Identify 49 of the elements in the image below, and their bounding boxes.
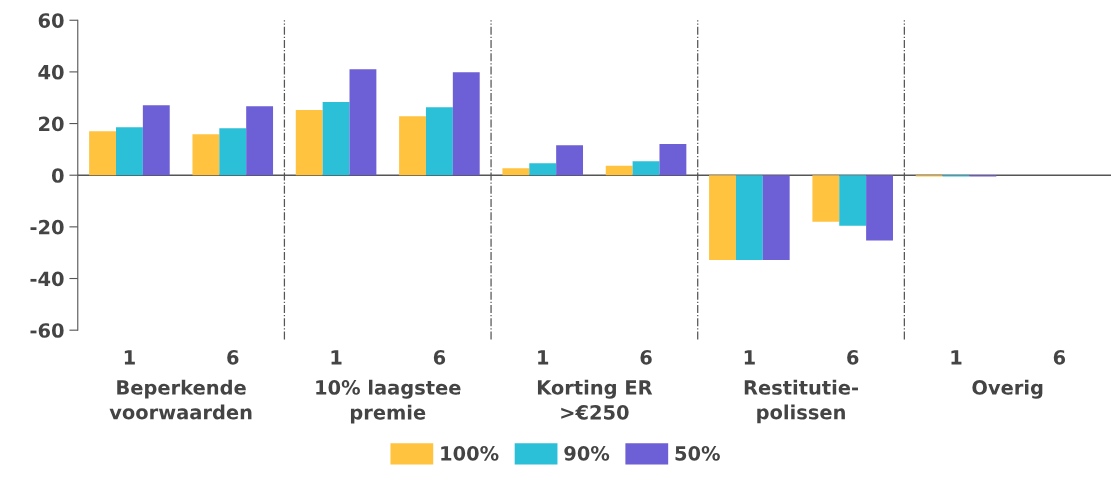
- x-tick-label: 6: [847, 349, 859, 365]
- bar: [399, 116, 426, 176]
- bar: [605, 165, 633, 176]
- bar: [142, 105, 170, 176]
- bar: [452, 72, 480, 176]
- x-tick-label: 6: [640, 349, 652, 365]
- bar: [529, 163, 557, 176]
- bar: [322, 102, 350, 176]
- legend-label: 50%: [675, 445, 720, 461]
- bar: [866, 175, 893, 241]
- bar: [709, 175, 736, 260]
- bar: [812, 175, 840, 222]
- y-tick-label: -60: [30, 323, 64, 338]
- y-tick-label: 60: [38, 13, 64, 28]
- x-tick-label: 1: [331, 350, 342, 365]
- y-tick-label: -20: [30, 219, 64, 235]
- bar: [349, 69, 377, 176]
- bar: [219, 128, 247, 176]
- x-tick-label: 1: [744, 350, 755, 365]
- bar: [632, 161, 660, 176]
- bar: [116, 127, 143, 176]
- x-tick-label: 6: [227, 349, 239, 365]
- bar: [556, 145, 584, 176]
- text: 10% laagstee premie: [316, 379, 461, 424]
- x-tick-label: 6: [1053, 349, 1066, 365]
- text: Korting ER >€250: [537, 379, 653, 420]
- y-tick-label: 40: [38, 64, 64, 80]
- x-tick-label: 1: [538, 350, 549, 365]
- x-tick-label: 6: [433, 349, 446, 365]
- bar: [89, 131, 116, 176]
- text: Overig: [972, 379, 1043, 399]
- bar: [295, 110, 323, 176]
- legend-label: 90%: [564, 445, 610, 461]
- x-tick-label: 1: [951, 350, 962, 365]
- bar: [192, 134, 220, 176]
- bar: [246, 106, 274, 176]
- y-tick-label: 0: [51, 168, 64, 183]
- bar: [735, 175, 763, 260]
- bar: [502, 168, 530, 176]
- bar: [425, 107, 453, 176]
- legend-label: 100%: [441, 445, 499, 461]
- bar: [839, 175, 867, 226]
- y-tick-label: -40: [30, 271, 64, 287]
- bar: [762, 175, 790, 260]
- text: Beperkende voorwaarden: [109, 379, 252, 420]
- x-tick-label: 1: [124, 350, 135, 365]
- bar: [659, 143, 687, 176]
- y-tick-label: 20: [39, 116, 64, 132]
- text: Restitutie- polissen: [744, 379, 858, 424]
